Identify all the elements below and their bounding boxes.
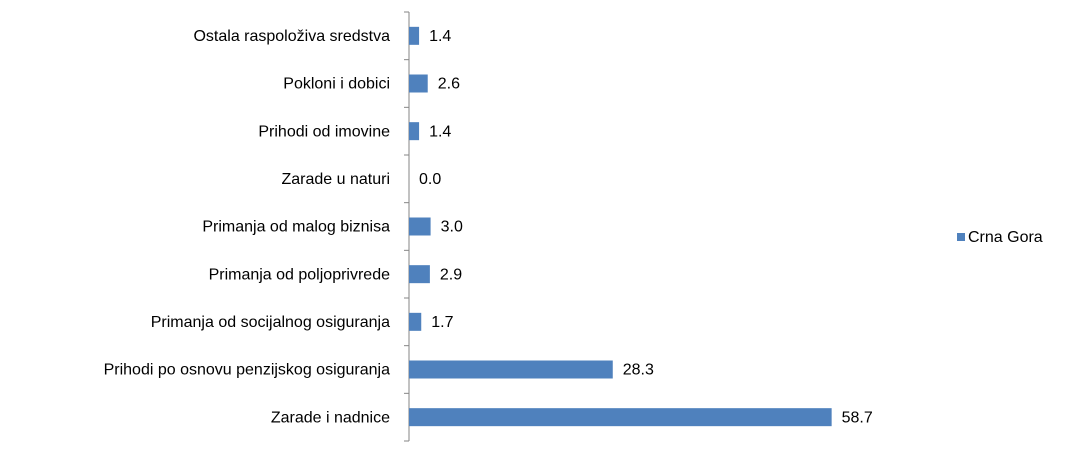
value-label: 1.4 [429,123,451,140]
category-label: Zarade u naturi [281,171,390,188]
category-label: Zarade i nadnice [271,409,390,426]
category-label: Primanja od malog biznisa [202,219,390,236]
category-label: Primanja od poljoprivrede [209,266,391,283]
category-label: Ostala raspoloživa sredstva [193,28,390,45]
value-label: 28.3 [623,362,654,379]
value-label: 1.4 [429,28,451,45]
category-label: Prihodi od imovine [258,123,390,140]
value-label: 2.9 [440,266,462,283]
bar [409,217,431,236]
bar [409,312,422,331]
legend-label: Crna Gora [968,229,1043,246]
category-label: Primanja od socijalnog osiguranja [151,314,390,331]
value-label: 0.0 [419,171,441,188]
category-label: Pokloni i dobici [283,76,390,93]
bar [409,408,832,427]
bar [409,360,613,379]
bar [409,74,428,93]
value-label: 3.0 [441,219,463,236]
category-label: Prihodi po osnovu penzijskog osiguranja [104,362,391,379]
value-label: 1.7 [431,314,453,331]
value-label: 58.7 [842,409,873,426]
value-label: 2.6 [438,76,460,93]
bar [409,265,430,284]
bar [409,122,420,141]
legend-swatch [957,233,965,241]
bar [409,26,420,45]
